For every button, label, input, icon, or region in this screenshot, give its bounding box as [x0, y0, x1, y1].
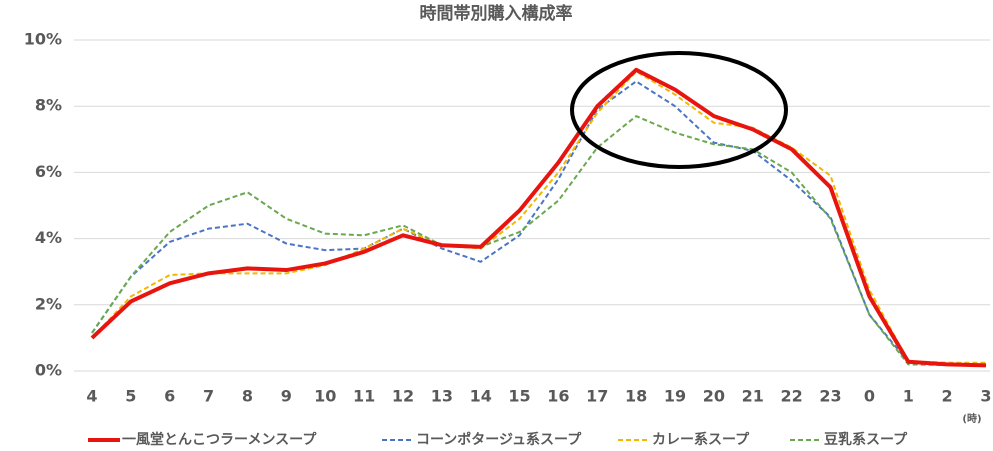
highlight-ellipse [570, 51, 788, 169]
legend-item: 豆乳系スープ [790, 431, 908, 448]
y-tick-label: 2% [35, 294, 62, 313]
x-tick-label: 8 [242, 387, 253, 406]
x-tick-label: 23 [819, 387, 841, 406]
legend-label: 豆乳系スープ [824, 431, 908, 448]
y-tick-label: 0% [35, 361, 62, 380]
chart-title: 時間帯別購入構成率 [420, 3, 573, 24]
y-tick-label: 6% [35, 162, 62, 181]
x-tick-label: 17 [586, 387, 608, 406]
x-tick-label: 13 [431, 387, 453, 406]
series-line [91, 80, 986, 366]
legend-label: 一風堂とんこつラーメンスープ [122, 431, 317, 448]
x-tick-label: 16 [547, 387, 569, 406]
y-tick-label: 4% [35, 228, 62, 247]
legend-label: カレー系スープ [652, 431, 750, 448]
legend-item: 一風堂とんこつラーメンスープ [88, 431, 317, 448]
x-tick-label: 11 [353, 387, 375, 406]
series-line [91, 115, 987, 367]
legend-item: コーンポタージュ系スープ [382, 431, 582, 448]
x-tick-label: 3 [980, 387, 991, 406]
x-tick-label: 4 [86, 387, 97, 406]
x-tick-label: 12 [392, 387, 414, 406]
series-line [91, 70, 986, 364]
y-tick-label: 8% [35, 96, 62, 115]
x-tick-label: 6 [164, 387, 175, 406]
x-unit-label: (時) [962, 412, 981, 425]
legend-item: カレー系スープ [618, 431, 750, 448]
x-tick-label: 0 [864, 387, 875, 406]
x-tick-label: 1 [903, 387, 914, 406]
x-tick-label: 9 [281, 387, 292, 406]
x-tick-label: 20 [703, 387, 725, 406]
x-tick-label: 15 [508, 387, 530, 406]
x-tick-label: 5 [125, 387, 136, 406]
x-tick-label: 2 [942, 387, 953, 406]
y-tick-label: 10% [24, 30, 62, 49]
x-tick-label: 18 [625, 387, 647, 406]
x-tick-label: 21 [742, 387, 764, 406]
x-tick-label: 7 [203, 387, 214, 406]
x-tick-label: 19 [664, 387, 686, 406]
series-line [90, 67, 987, 368]
legend-label: コーンポタージュ系スープ [416, 431, 582, 448]
x-tick-label: 22 [781, 387, 803, 406]
x-tick-label: 14 [470, 387, 492, 406]
x-tick-label: 10 [314, 387, 336, 406]
